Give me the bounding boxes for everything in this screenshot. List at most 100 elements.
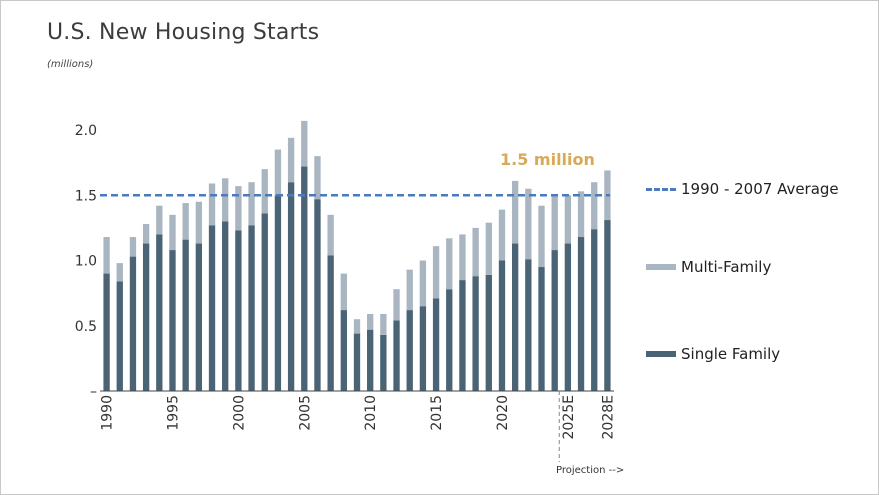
bar-multi-family bbox=[340, 273, 347, 311]
bar-multi-family bbox=[472, 227, 479, 277]
bar-single-family bbox=[340, 310, 347, 391]
y-tick-label: – bbox=[90, 384, 97, 400]
x-tick-label: 2015 bbox=[429, 395, 445, 431]
bar-single-family bbox=[287, 182, 295, 391]
bar-single-family bbox=[195, 243, 203, 391]
bar-single-family bbox=[129, 256, 137, 391]
bar-multi-family bbox=[314, 156, 321, 200]
x-tick-label: 2025E bbox=[561, 395, 577, 439]
bar-single-family bbox=[156, 234, 163, 391]
bar-multi-family bbox=[591, 182, 598, 230]
bar-multi-family bbox=[564, 195, 572, 244]
average-annotation: 1.5 million bbox=[500, 150, 595, 169]
bar-multi-family bbox=[235, 186, 242, 231]
y-tick-label: 0.5 bbox=[75, 319, 97, 335]
bar-single-family bbox=[274, 195, 282, 391]
bar-single-family bbox=[261, 213, 268, 391]
bar-single-family bbox=[459, 280, 466, 391]
chart-title: U.S. New Housing Starts bbox=[47, 20, 320, 45]
bar-multi-family bbox=[261, 169, 268, 214]
bar-single-family bbox=[577, 237, 585, 391]
bar-multi-family bbox=[182, 203, 189, 240]
bar-single-family bbox=[446, 289, 453, 391]
legend-item-average: 1990 - 2007 Average bbox=[646, 180, 839, 198]
bar-multi-family bbox=[353, 319, 361, 334]
bar-multi-family bbox=[432, 246, 440, 299]
bar-single-family bbox=[222, 221, 229, 391]
bar-single-family bbox=[169, 250, 176, 391]
bar-single-family bbox=[380, 334, 387, 391]
bar-multi-family bbox=[156, 205, 163, 235]
bar-multi-family bbox=[129, 237, 137, 257]
legend-label-single-family: Single Family bbox=[681, 345, 781, 363]
x-tick-label: 1990 bbox=[100, 395, 116, 431]
x-tick-label: 2005 bbox=[297, 395, 313, 431]
x-tick-label: 2000 bbox=[231, 395, 247, 431]
bar-multi-family bbox=[142, 223, 150, 244]
x-tick-label: 2028E bbox=[600, 395, 616, 439]
legend-swatch-multi-family bbox=[646, 264, 676, 270]
bar-single-family bbox=[235, 230, 242, 391]
legend-swatch-single-family bbox=[646, 351, 676, 357]
projection-label: Projection --> bbox=[556, 465, 625, 476]
bar-single-family bbox=[472, 276, 479, 391]
bar-multi-family bbox=[301, 120, 308, 167]
y-tick-label: 1.0 bbox=[75, 254, 97, 270]
bar-multi-family bbox=[103, 237, 110, 274]
bar-single-family bbox=[393, 320, 400, 391]
bar-multi-family bbox=[367, 314, 374, 330]
bar-single-family bbox=[103, 273, 110, 391]
bar-multi-family bbox=[511, 180, 519, 244]
legend-item-single-family: Single Family bbox=[646, 345, 780, 363]
bar-single-family bbox=[551, 250, 558, 391]
bar-single-family bbox=[511, 243, 519, 391]
bar-multi-family bbox=[248, 182, 255, 226]
bar-single-family bbox=[116, 281, 123, 391]
bar-single-family bbox=[591, 229, 598, 391]
y-tick-label: 2.0 bbox=[75, 123, 97, 139]
bar-single-family bbox=[248, 225, 255, 391]
bar-single-family bbox=[419, 306, 427, 391]
bar-single-family bbox=[432, 298, 440, 391]
y-tick-label: 1.5 bbox=[75, 188, 97, 204]
bar-single-family bbox=[604, 220, 611, 391]
bar-multi-family bbox=[195, 201, 203, 244]
bar-multi-family bbox=[459, 234, 466, 281]
bar-single-family bbox=[538, 267, 545, 391]
bar-multi-family bbox=[446, 238, 453, 290]
bar-single-family bbox=[301, 166, 308, 391]
bar-multi-family bbox=[274, 149, 282, 196]
bar-single-family bbox=[406, 310, 413, 391]
chart-subtitle: (millions) bbox=[47, 59, 94, 70]
bar-multi-family bbox=[538, 205, 545, 268]
bar-single-family bbox=[314, 199, 321, 391]
bar-multi-family bbox=[116, 263, 123, 282]
bar-multi-family bbox=[169, 214, 176, 251]
x-tick-label: 1995 bbox=[165, 395, 181, 431]
bar-multi-family bbox=[327, 214, 334, 256]
bar-multi-family bbox=[393, 289, 400, 321]
legend-label-multi-family: Multi-Family bbox=[681, 258, 772, 276]
bar-multi-family bbox=[419, 260, 427, 307]
bar-multi-family bbox=[222, 178, 229, 222]
bar-single-family bbox=[564, 243, 572, 391]
bar-multi-family bbox=[208, 183, 216, 226]
legend-label-average: 1990 - 2007 Average bbox=[681, 180, 839, 198]
x-tick-label: 2010 bbox=[363, 395, 379, 431]
bar-single-family bbox=[142, 243, 150, 391]
bar-multi-family bbox=[380, 314, 387, 335]
legend-item-multi-family: Multi-Family bbox=[646, 258, 771, 276]
bar-single-family bbox=[327, 255, 334, 391]
bar-single-family bbox=[353, 333, 361, 391]
bar-single-family bbox=[367, 329, 374, 391]
bar-multi-family bbox=[525, 188, 532, 260]
bar-single-family bbox=[208, 225, 216, 391]
bar-multi-family bbox=[287, 137, 295, 183]
bar-multi-family bbox=[577, 191, 585, 238]
legend-swatch-average bbox=[646, 187, 676, 191]
bar-multi-family bbox=[551, 193, 558, 251]
bar-multi-family bbox=[485, 222, 492, 275]
bar-single-family bbox=[182, 239, 189, 391]
bar-single-family bbox=[498, 260, 506, 391]
